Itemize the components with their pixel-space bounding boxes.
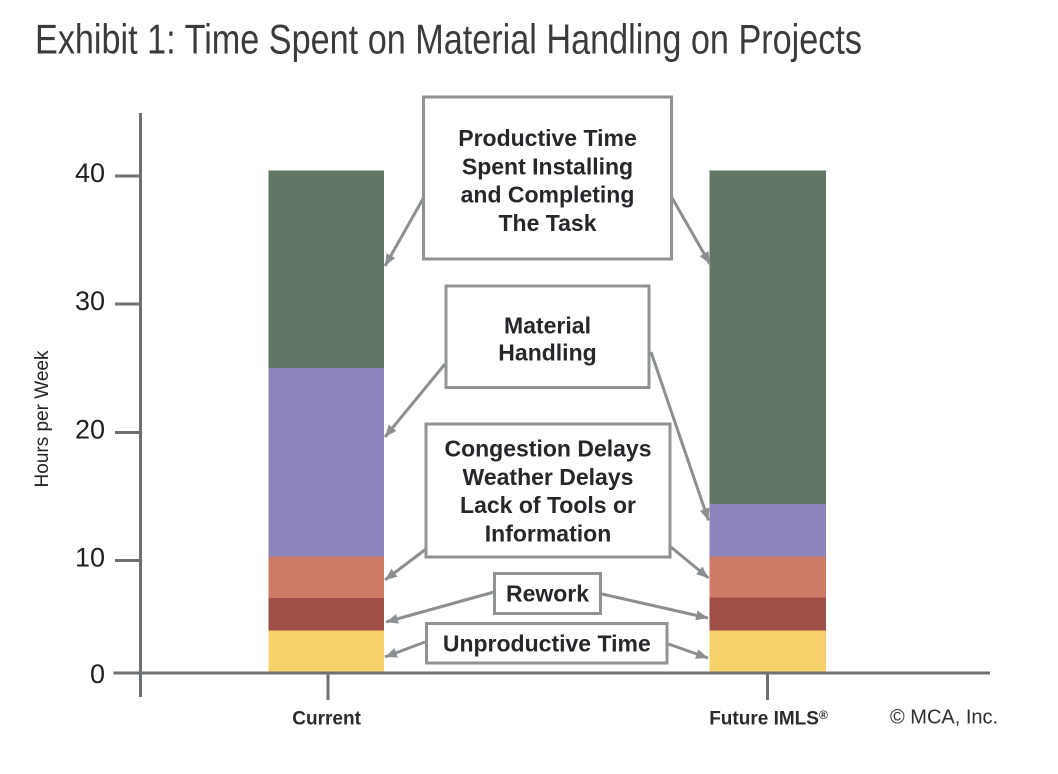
svg-text:20: 20 <box>75 415 105 445</box>
svg-text:10: 10 <box>75 543 105 573</box>
svg-text:The Task: The Task <box>499 210 597 236</box>
svg-text:Productive Time: Productive Time <box>458 125 637 151</box>
svg-text:Congestion Delays: Congestion Delays <box>444 436 651 462</box>
svg-text:and Completing: and Completing <box>461 182 635 208</box>
svg-text:30: 30 <box>75 286 105 316</box>
svg-text:Unproductive Time: Unproductive Time <box>443 631 651 657</box>
svg-text:Spent Installing: Spent Installing <box>462 153 633 179</box>
svg-text:Lack of Tools or: Lack of Tools or <box>460 492 636 518</box>
svg-text:Handling: Handling <box>498 339 596 365</box>
svg-text:0: 0 <box>90 659 105 689</box>
svg-text:Hours per Week: Hours per Week <box>32 350 53 487</box>
svg-text:Current: Current <box>292 709 361 730</box>
svg-text:40: 40 <box>75 158 105 188</box>
svg-text:Future IMLS®: Future IMLS® <box>709 708 828 730</box>
svg-text:© MCA, Inc.: © MCA, Inc. <box>890 707 998 729</box>
svg-text:Information: Information <box>485 520 612 546</box>
svg-text:Exhibit 1: Time Spent on Mater: Exhibit 1: Time Spent on Material Handli… <box>35 16 862 63</box>
svg-text:Weather Delays: Weather Delays <box>463 464 634 490</box>
svg-text:Material: Material <box>504 312 591 338</box>
svg-text:Rework: Rework <box>506 581 589 607</box>
